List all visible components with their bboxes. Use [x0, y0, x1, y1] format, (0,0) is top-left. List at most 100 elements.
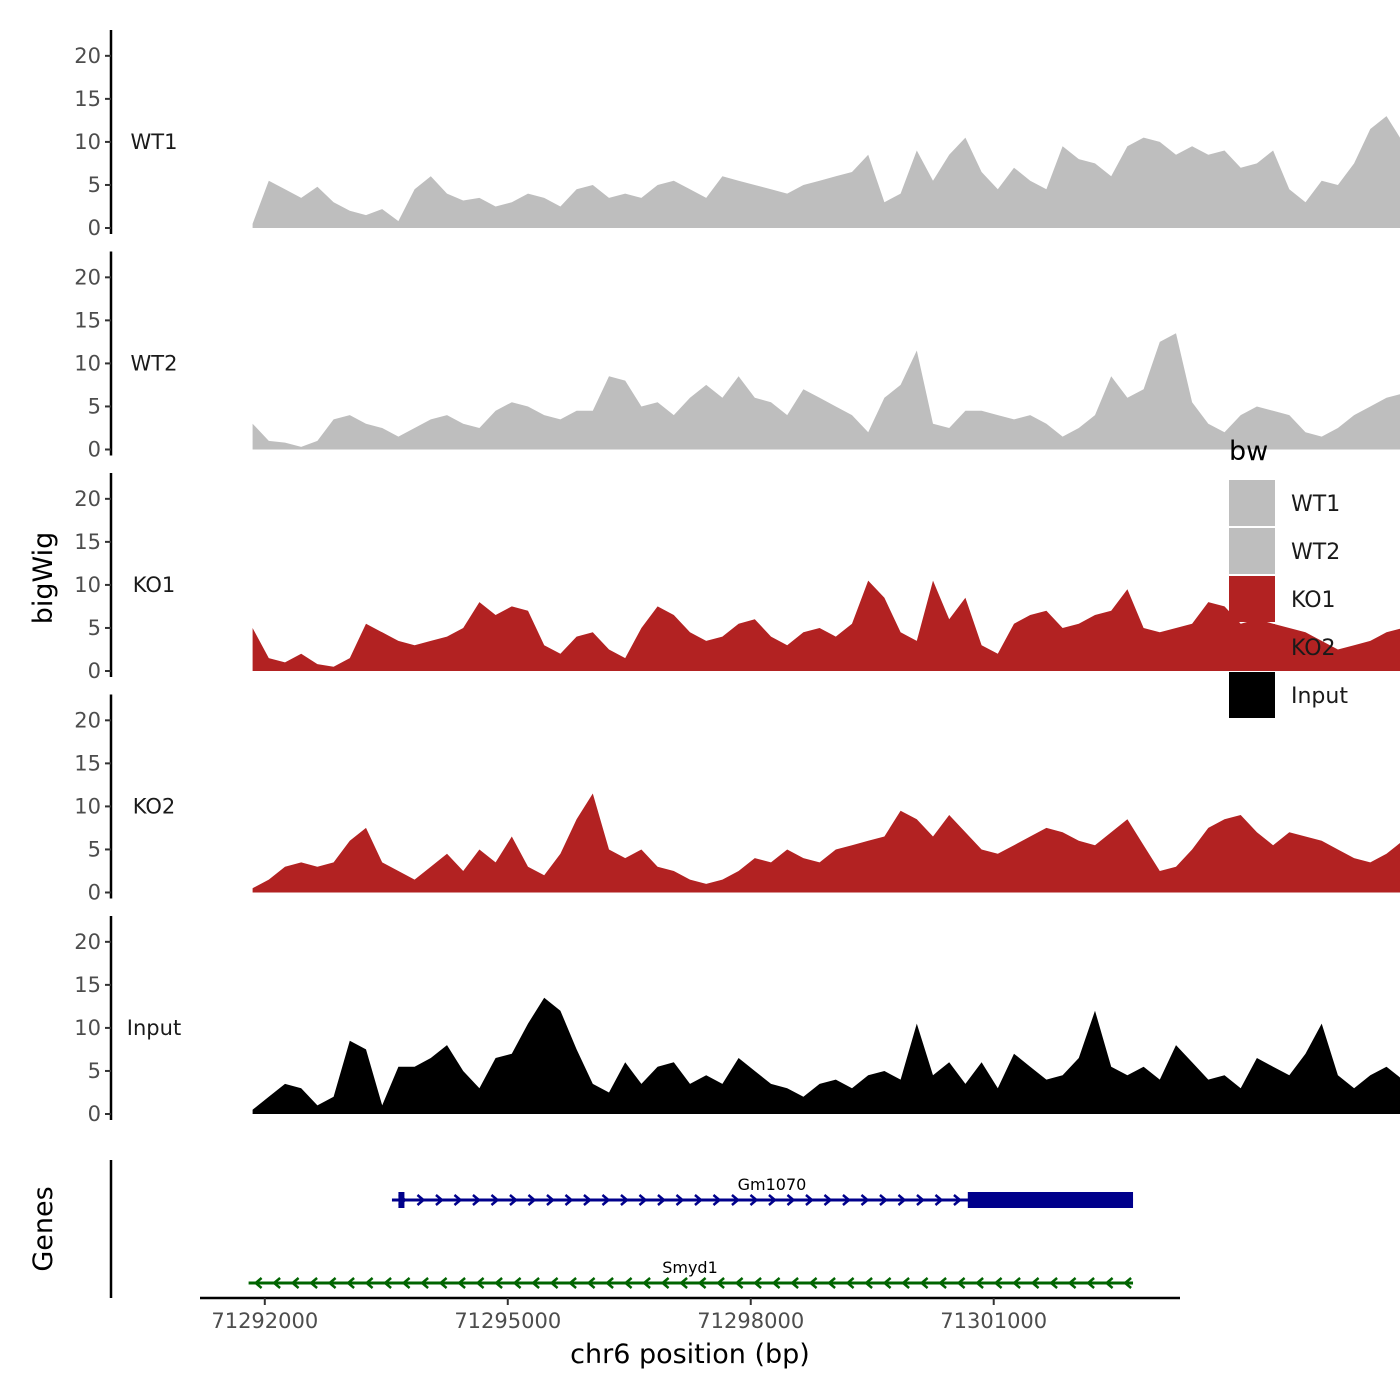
legend-swatch: [1229, 480, 1275, 526]
exon-block: [398, 1192, 405, 1208]
strand-chevron: [1067, 1277, 1077, 1289]
strand-chevron: [808, 1277, 818, 1289]
y-tick-label: 20: [74, 487, 101, 511]
strand-chevron: [1012, 1277, 1021, 1289]
y-tick-label: 20: [74, 265, 101, 289]
x-tick-label: 71301000: [940, 1309, 1047, 1333]
strand-chevron: [786, 1194, 796, 1206]
gene-label: Gm1070: [738, 1175, 807, 1194]
y-tick-label: 0: [88, 881, 101, 905]
strand-chevron: [694, 1194, 703, 1206]
track-ko1: 0 5 10 15 20 KO1: [74, 473, 1400, 683]
strand-chevron: [860, 1194, 870, 1206]
strand-chevron: [953, 1194, 962, 1206]
strand-chevron: [679, 1277, 688, 1289]
strand-chevron: [901, 1277, 910, 1289]
strand-chevron: [753, 1277, 762, 1289]
track-input: 0 5 10 15 20 Input: [74, 916, 1400, 1126]
strand-chevron: [864, 1277, 873, 1289]
strand-chevron: [975, 1277, 984, 1289]
y-axis-title: bigWig: [28, 532, 59, 625]
strand-chevron: [879, 1194, 888, 1206]
bigwig-tracks: 0 5 10 15 20 WT1 0 5 10 15 20 WT2 0 5 10 15 20 KO1 0 5 10 15 2…: [74, 30, 1400, 1126]
strand-chevron: [845, 1277, 855, 1289]
y-tick-label: 10: [74, 794, 101, 818]
strand-chevron: [527, 1194, 537, 1206]
legend-label: Input: [1291, 684, 1348, 709]
y-tick-label: 0: [88, 216, 101, 240]
strand-chevron: [657, 1194, 666, 1206]
coverage-area-ko2: [252, 793, 1400, 893]
legend-label: WT1: [1291, 492, 1340, 517]
strand-chevron: [309, 1277, 318, 1289]
strand-chevron: [531, 1277, 540, 1289]
track-label: Input: [127, 1016, 181, 1040]
legend-label: KO2: [1291, 636, 1336, 661]
strand-chevron: [438, 1277, 448, 1289]
y-tick-label: 10: [74, 573, 101, 597]
strand-chevron: [956, 1277, 966, 1289]
strand-chevron: [475, 1277, 485, 1289]
strand-chevron: [638, 1194, 648, 1206]
strand-chevron: [494, 1277, 503, 1289]
coverage-area-wt2: [252, 333, 1400, 450]
strand-chevron: [586, 1277, 596, 1289]
strand-chevron: [897, 1194, 907, 1206]
strand-chevron: [827, 1277, 836, 1289]
strand-chevron: [512, 1277, 522, 1289]
legend-swatch: [1229, 624, 1275, 670]
y-tick-label: 15: [74, 87, 101, 111]
strand-chevron: [564, 1194, 574, 1206]
strand-chevron: [420, 1277, 429, 1289]
gene-label: Smyd1: [662, 1258, 718, 1277]
y-tick-label: 0: [88, 659, 101, 683]
strand-chevron: [416, 1194, 426, 1206]
x-axis-title: chr6 position (bp): [570, 1339, 810, 1370]
y-tick-label: 5: [88, 837, 101, 861]
y-tick-label: 15: [74, 751, 101, 775]
strand-chevron: [882, 1277, 892, 1289]
strand-chevron: [383, 1277, 392, 1289]
strand-chevron: [675, 1194, 685, 1206]
strand-chevron: [1049, 1277, 1058, 1289]
legend-label: WT2: [1291, 540, 1340, 565]
strand-chevron: [919, 1277, 929, 1289]
track-label: WT1: [131, 130, 178, 154]
strand-chevron: [623, 1277, 633, 1289]
y-tick-label: 20: [74, 44, 101, 68]
strand-chevron: [734, 1277, 744, 1289]
strand-chevron: [993, 1277, 1003, 1289]
x-tick-label: 71298000: [697, 1309, 804, 1333]
legend-title: bw: [1229, 436, 1268, 467]
strand-chevron: [1030, 1277, 1040, 1289]
y-tick-label: 5: [88, 394, 101, 418]
strand-chevron: [272, 1277, 281, 1289]
strand-chevron: [364, 1277, 374, 1289]
coverage-area-ko1: [252, 580, 1400, 671]
strand-chevron: [749, 1194, 759, 1206]
strand-chevron: [934, 1194, 944, 1206]
track-wt2: 0 5 10 15 20 WT2: [74, 251, 1400, 462]
strand-chevron: [546, 1194, 555, 1206]
strand-chevron: [601, 1194, 611, 1206]
strand-chevron: [401, 1277, 411, 1289]
strand-chevron: [568, 1277, 577, 1289]
x-tick-label: 71295000: [454, 1309, 561, 1333]
strand-chevron: [290, 1277, 300, 1289]
strand-chevron: [842, 1194, 851, 1206]
x-axis: 71292000 71295000 71298000 71301000: [200, 1296, 1180, 1333]
track-label: WT2: [131, 351, 178, 375]
strand-chevron: [472, 1194, 481, 1206]
strand-chevron: [716, 1277, 725, 1289]
coverage-area-wt1: [252, 116, 1400, 228]
strand-chevron: [620, 1194, 629, 1206]
strand-chevron: [771, 1277, 781, 1289]
y-tick-label: 10: [74, 130, 101, 154]
strand-chevron: [697, 1277, 707, 1289]
strand-chevron: [712, 1194, 722, 1206]
y-tick-label: 5: [88, 173, 101, 197]
x-tick-label: 71292000: [211, 1309, 318, 1333]
strand-chevron: [790, 1277, 799, 1289]
strand-chevron: [642, 1277, 651, 1289]
